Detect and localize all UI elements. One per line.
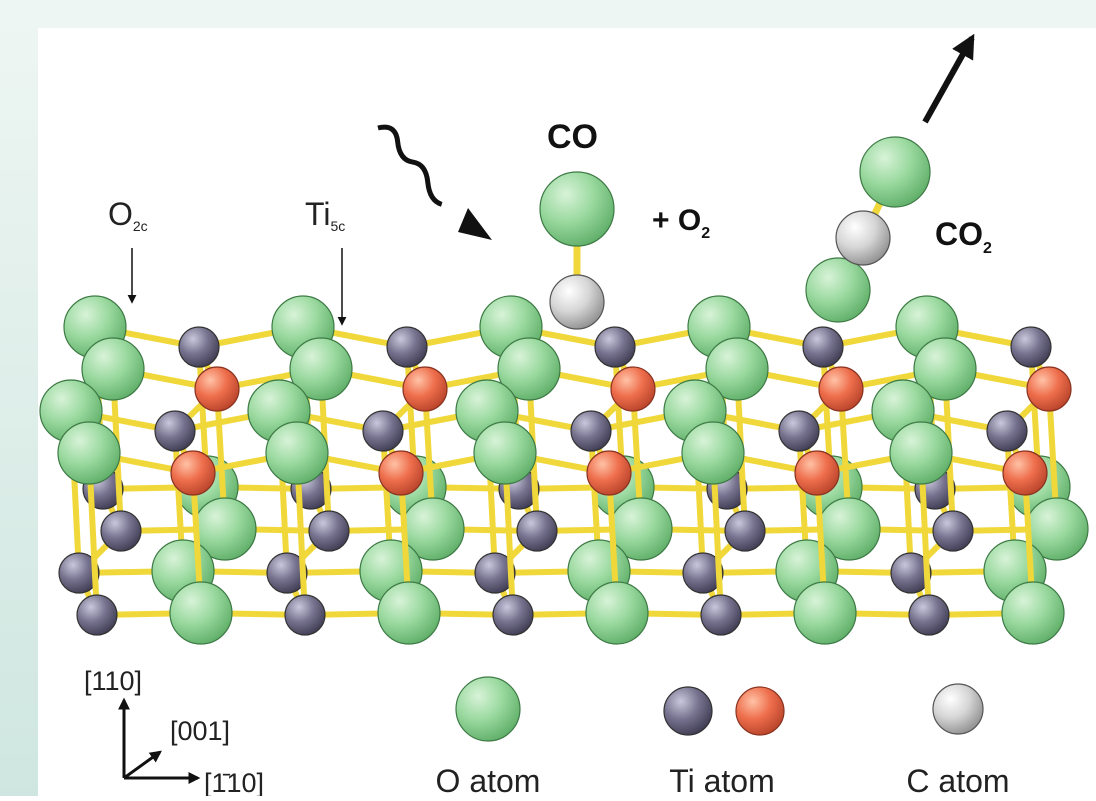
o-atom: [378, 582, 440, 644]
legend-o: [456, 677, 520, 741]
o-atom: [806, 258, 870, 322]
ti-atom: [101, 511, 141, 551]
axis-label: [110]: [84, 666, 142, 696]
ti-atom: [819, 367, 863, 411]
co-label: CO: [547, 118, 598, 156]
o-atom: [586, 582, 648, 644]
label-main: O: [108, 196, 133, 232]
axis-label: [001]: [170, 716, 230, 746]
o-atom: [170, 582, 232, 644]
ti-atom: [933, 511, 973, 551]
o-atom: [1002, 582, 1064, 644]
c-atom: [836, 211, 890, 265]
ti-atom: [587, 451, 631, 495]
o-atom: [266, 422, 328, 484]
ti-atom: [1011, 327, 1051, 367]
diagram: O2c Ti5c CO + O2 CO2 [110] [001] [1̄10] …: [0, 0, 1096, 796]
ti-atom: [987, 411, 1027, 451]
o-atom: [474, 422, 536, 484]
legend-ti: [664, 687, 712, 735]
ti-atom: [611, 367, 655, 411]
ti-atom: [285, 595, 325, 635]
label-sub: 5c: [330, 218, 345, 234]
label-sub: 2c: [133, 218, 148, 234]
ti-atom: [387, 327, 427, 367]
legend-c: [933, 684, 983, 734]
ti-atom: [595, 327, 635, 367]
label-main: CO: [935, 216, 983, 252]
o-atom: [540, 172, 614, 246]
o-atom: [860, 137, 930, 207]
o-atom: [58, 422, 120, 484]
ti-atom: [1027, 367, 1071, 411]
ti-atom: [803, 327, 843, 367]
o-atom: [682, 422, 744, 484]
label-main: + O: [652, 204, 701, 237]
ti-atom: [77, 595, 117, 635]
ti-atom: [493, 595, 533, 635]
label-main: Ti: [305, 196, 330, 232]
legend-label: O atom: [436, 763, 541, 796]
ti-atom: [517, 511, 557, 551]
ti-atom: [795, 451, 839, 495]
ti-atom: [309, 511, 349, 551]
o-atom: [794, 582, 856, 644]
ti-atom: [379, 451, 423, 495]
page: O2c Ti5c CO + O2 CO2 [110] [001] [1̄10] …: [0, 0, 1096, 796]
ti-atom: [571, 411, 611, 451]
legend-label: Ti atom: [669, 763, 775, 796]
ti-atom: [403, 367, 447, 411]
ti-atom: [155, 411, 195, 451]
o-atom: [890, 422, 952, 484]
legend-label: C atom: [906, 763, 1009, 796]
legend-ti: [736, 687, 784, 735]
ti-atom: [1003, 451, 1047, 495]
ti-atom: [701, 595, 741, 635]
ti-atom: [725, 511, 765, 551]
ti-atom: [195, 367, 239, 411]
c-atom: [550, 275, 604, 329]
label-sub: 2: [983, 240, 992, 257]
axis-label: [1̄10]: [204, 768, 264, 796]
label-sub: 2: [701, 225, 710, 242]
ti-atom: [171, 451, 215, 495]
ti-atom: [179, 327, 219, 367]
ti-atom: [909, 595, 949, 635]
ti-atom: [779, 411, 819, 451]
ti-atom: [363, 411, 403, 451]
